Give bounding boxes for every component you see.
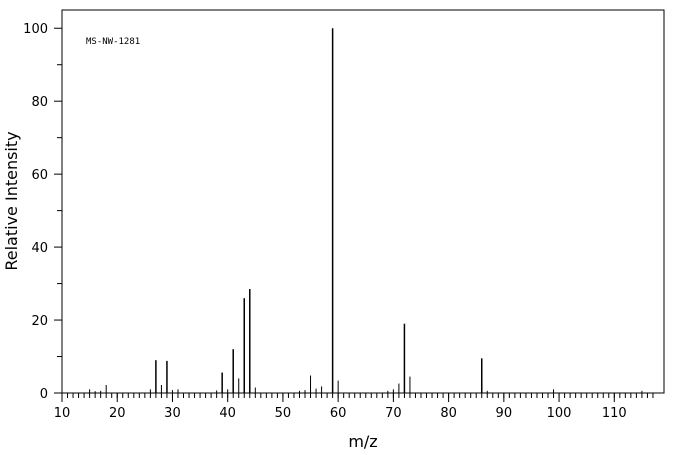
x-tick-label: 40 [219, 406, 236, 421]
y-tick-label: 60 [31, 168, 48, 183]
x-tick-label: 20 [109, 406, 126, 421]
x-tick-label: 10 [54, 406, 71, 421]
x-axis: 10 20 30 40 50 60 70 80 90 100 110 [54, 393, 654, 421]
y-tick-label: 20 [31, 314, 48, 329]
x-tick-label: 90 [496, 406, 513, 421]
plot-frame [61, 9, 665, 394]
y-tick-label: 100 [23, 22, 48, 37]
x-tick-label: 110 [602, 406, 627, 421]
x-tick-label: 80 [440, 406, 457, 421]
peak-series [89, 28, 643, 393]
y-tick-label: 40 [31, 241, 48, 256]
x-tick-label: 60 [330, 406, 347, 421]
chart-annotation: MS-NW-1281 [86, 37, 140, 47]
x-tick-label: 50 [275, 406, 292, 421]
y-tick-label: 0 [40, 387, 48, 402]
x-tick-label: 30 [164, 406, 181, 421]
x-tick-label: 70 [385, 406, 402, 421]
y-tick-label: 80 [31, 95, 48, 110]
x-axis-label: m/z [348, 432, 377, 451]
y-axis: 0 20 40 60 80 100 [23, 22, 62, 402]
y-axis-label: Relative Intensity [2, 131, 21, 270]
x-tick-label: 100 [547, 406, 572, 421]
